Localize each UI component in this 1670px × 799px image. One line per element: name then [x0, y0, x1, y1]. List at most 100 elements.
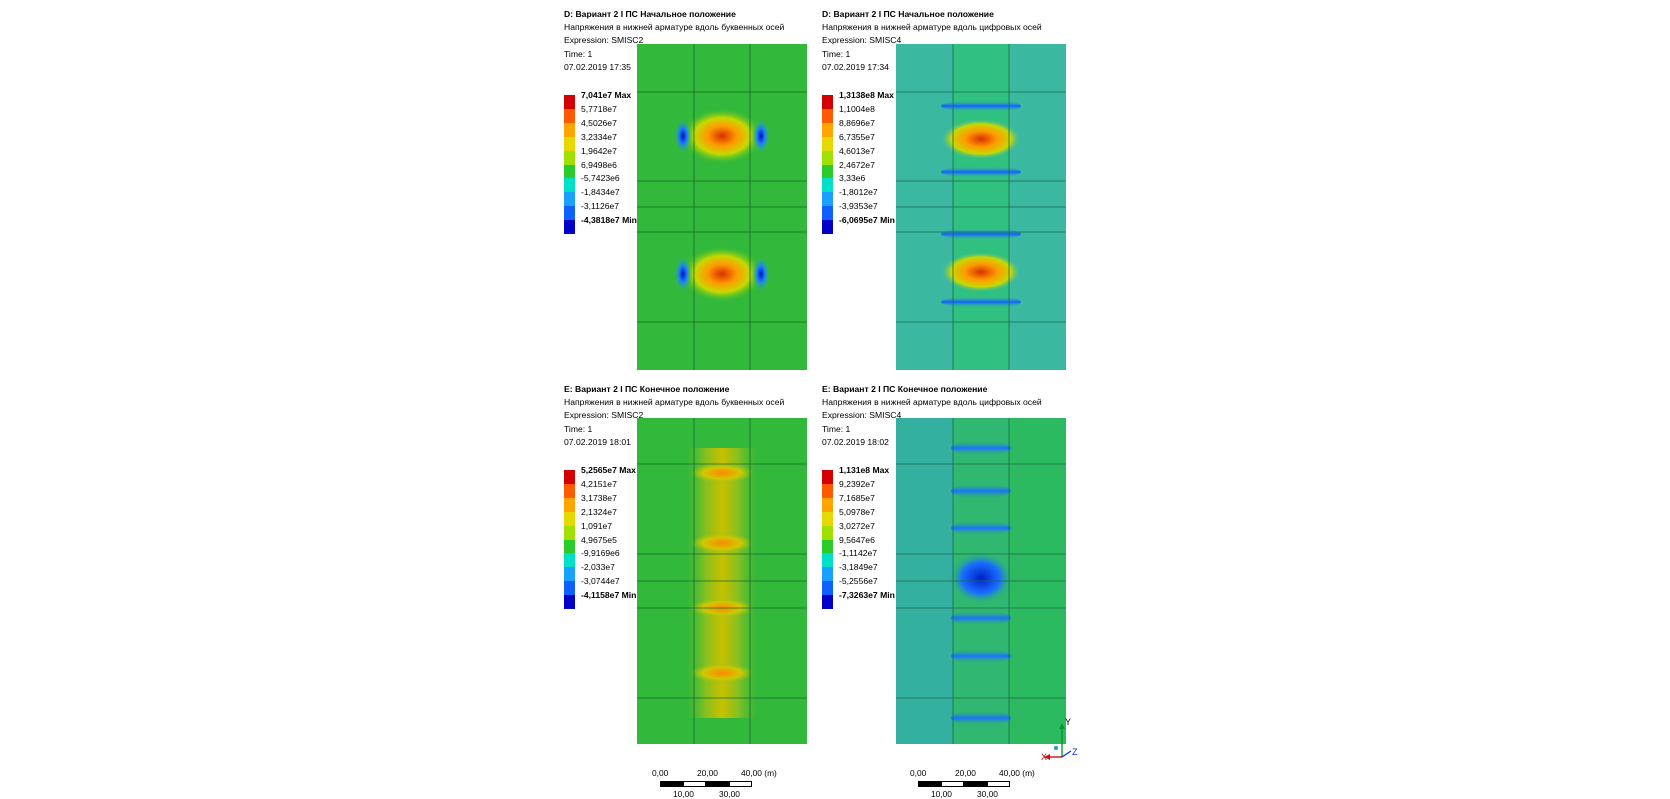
contour-plot[interactable]	[637, 44, 807, 370]
legend-level-label: -1,1142e7	[839, 548, 878, 559]
legend-swatch	[822, 595, 833, 610]
legend-level-label: -2,033e7	[581, 562, 615, 573]
legend-level-label: 1,1004e8	[839, 103, 875, 114]
stress-coldspot	[674, 256, 692, 292]
result-subtitle: Напряжения в нижней арматуре вдоль букве…	[564, 22, 785, 33]
legend-swatch	[564, 192, 575, 207]
legend-swatch	[564, 567, 575, 582]
legend-swatch	[564, 178, 575, 193]
result-title: D: Вариант 2 I ПС Начальное положение	[822, 9, 994, 19]
legend-swatch	[822, 497, 833, 512]
result-expression: Expression: SMISC4	[822, 410, 902, 421]
scale-bar: 0,00 20,00 40,00 (m) 10,00 30,00	[650, 768, 780, 799]
legend-swatch	[564, 483, 575, 498]
legend-level-label: 4,5026e7	[581, 117, 617, 128]
legend-level-label: -3,1849e7	[839, 562, 878, 573]
axis-z-label: Z	[1072, 747, 1078, 757]
contour-plot[interactable]	[896, 44, 1066, 370]
legend-swatch	[564, 206, 575, 221]
stress-coldspot	[949, 552, 1013, 604]
result-subtitle: Напряжения в нижней арматуре вдоль цифро…	[822, 22, 1042, 33]
stress-band	[951, 648, 1011, 664]
legend-swatch	[564, 220, 575, 235]
stress-band	[941, 166, 1021, 178]
legend-swatch	[564, 136, 575, 151]
stress-coldspot	[752, 118, 770, 154]
result-subtitle: Напряжения в нижней арматуре вдоль букве…	[564, 397, 785, 408]
result-date: 07.02.2019 17:35	[564, 61, 631, 72]
legend-level-label: 3,33e6	[839, 173, 866, 184]
legend-level-label: 5,0978e7	[839, 506, 875, 517]
result-panel-e-smisc2: E: Вариант 2 I ПС Конечное положение Нап…	[564, 383, 814, 753]
legend-level-label: 4,6013e7	[839, 145, 875, 156]
legend-level-label: 8,8696e7	[839, 117, 875, 128]
legend-level-label: 7,1685e7	[839, 492, 875, 503]
legend-level-label: 9,5647e6	[839, 534, 875, 545]
legend-level-label: 6,7355e7	[839, 131, 875, 142]
legend-level-label: -3,1126e7	[581, 201, 620, 212]
legend-level-label: 1,9642e7	[581, 145, 617, 156]
stress-band	[951, 710, 1011, 726]
legend-level-label: 2,1324e7	[581, 506, 617, 517]
result-title: E: Вариант 2 I ПС Конечное положение	[564, 384, 730, 394]
legend-swatch	[822, 483, 833, 498]
scale-tick-label: 30,00	[977, 789, 998, 799]
result-time: Time: 1	[564, 423, 593, 434]
legend-swatch	[822, 470, 833, 484]
legend-level-label: -3,0744e7	[581, 576, 620, 587]
stress-band	[941, 296, 1021, 308]
legend-swatch	[822, 192, 833, 207]
legend-min-label: -4,1158e7 Min	[581, 590, 637, 601]
contour-plot[interactable]	[896, 418, 1066, 744]
result-time: Time: 1	[822, 48, 851, 59]
legend-swatch	[822, 108, 833, 123]
result-title: D: Вариант 2 I ПС Начальное положение	[564, 9, 736, 19]
axis-x-label: X	[1041, 752, 1048, 762]
scale-tick-label: 0,00	[910, 768, 927, 778]
result-panel-e-smisc4: E: Вариант 2 I ПС Конечное положение Нап…	[822, 383, 1072, 753]
legend-swatch	[822, 136, 833, 151]
legend-swatch	[564, 150, 575, 165]
result-header: E: Вариант 2 I ПС Конечное положение Нап…	[564, 383, 784, 449]
legend-swatch	[822, 511, 833, 526]
legend-swatch	[564, 553, 575, 568]
axis-y-label: Y	[1065, 717, 1072, 727]
result-date: 07.02.2019 17:34	[822, 61, 889, 72]
legend-swatch	[822, 178, 833, 193]
legend-swatch	[822, 220, 833, 235]
legend-min-label: -6,0695e7 Min	[839, 215, 895, 226]
legend-swatch	[822, 122, 833, 137]
scale-tick-label: 40,00 (m)	[999, 768, 1035, 778]
result-subtitle: Напряжения в нижней арматуре вдоль цифро…	[822, 397, 1042, 408]
stress-hotspot	[941, 252, 1021, 292]
legend-min-label: -7,3263e7 Min	[839, 590, 895, 601]
legend-swatch	[822, 206, 833, 221]
legend-level-label: 3,1738e7	[581, 492, 617, 503]
legend-level-label: 1,091e7	[581, 520, 613, 531]
result-panel-d-smisc2: D: Вариант 2 I ПС Начальное положение На…	[564, 8, 814, 378]
scale-tick-label: 20,00	[955, 768, 976, 778]
result-date: 07.02.2019 18:02	[822, 436, 889, 447]
legend-swatch	[822, 164, 833, 179]
legend-level-label: -5,2556e7	[839, 576, 878, 587]
stress-coldspot	[752, 256, 770, 292]
contour-plot[interactable]	[637, 418, 807, 744]
legend-swatch	[822, 525, 833, 540]
stress-band	[951, 610, 1011, 626]
legend-swatch	[564, 511, 575, 526]
legend-level-label: 2,4672e7	[839, 159, 875, 170]
stress-band	[951, 440, 1011, 456]
legend-level-label: 4,2151e7	[581, 478, 617, 489]
legend-swatch	[564, 497, 575, 512]
axis-triad[interactable]: Y X Z	[1041, 717, 1084, 767]
stress-hotspot	[941, 119, 1021, 159]
stress-hotspot	[680, 108, 764, 164]
legend-swatch	[564, 581, 575, 596]
legend-min-label: -4,3818e7 Min	[581, 215, 637, 226]
legend-level-label: 6,9498e6	[581, 159, 617, 170]
legend-swatch	[822, 539, 833, 554]
stress-hotspot	[690, 463, 754, 483]
legend-level-label: -3,9353e7	[839, 201, 878, 212]
stress-coldspot	[674, 118, 692, 154]
scale-bar: 0,00 20,00 40,00 (m) 10,00 30,00	[908, 768, 1038, 799]
